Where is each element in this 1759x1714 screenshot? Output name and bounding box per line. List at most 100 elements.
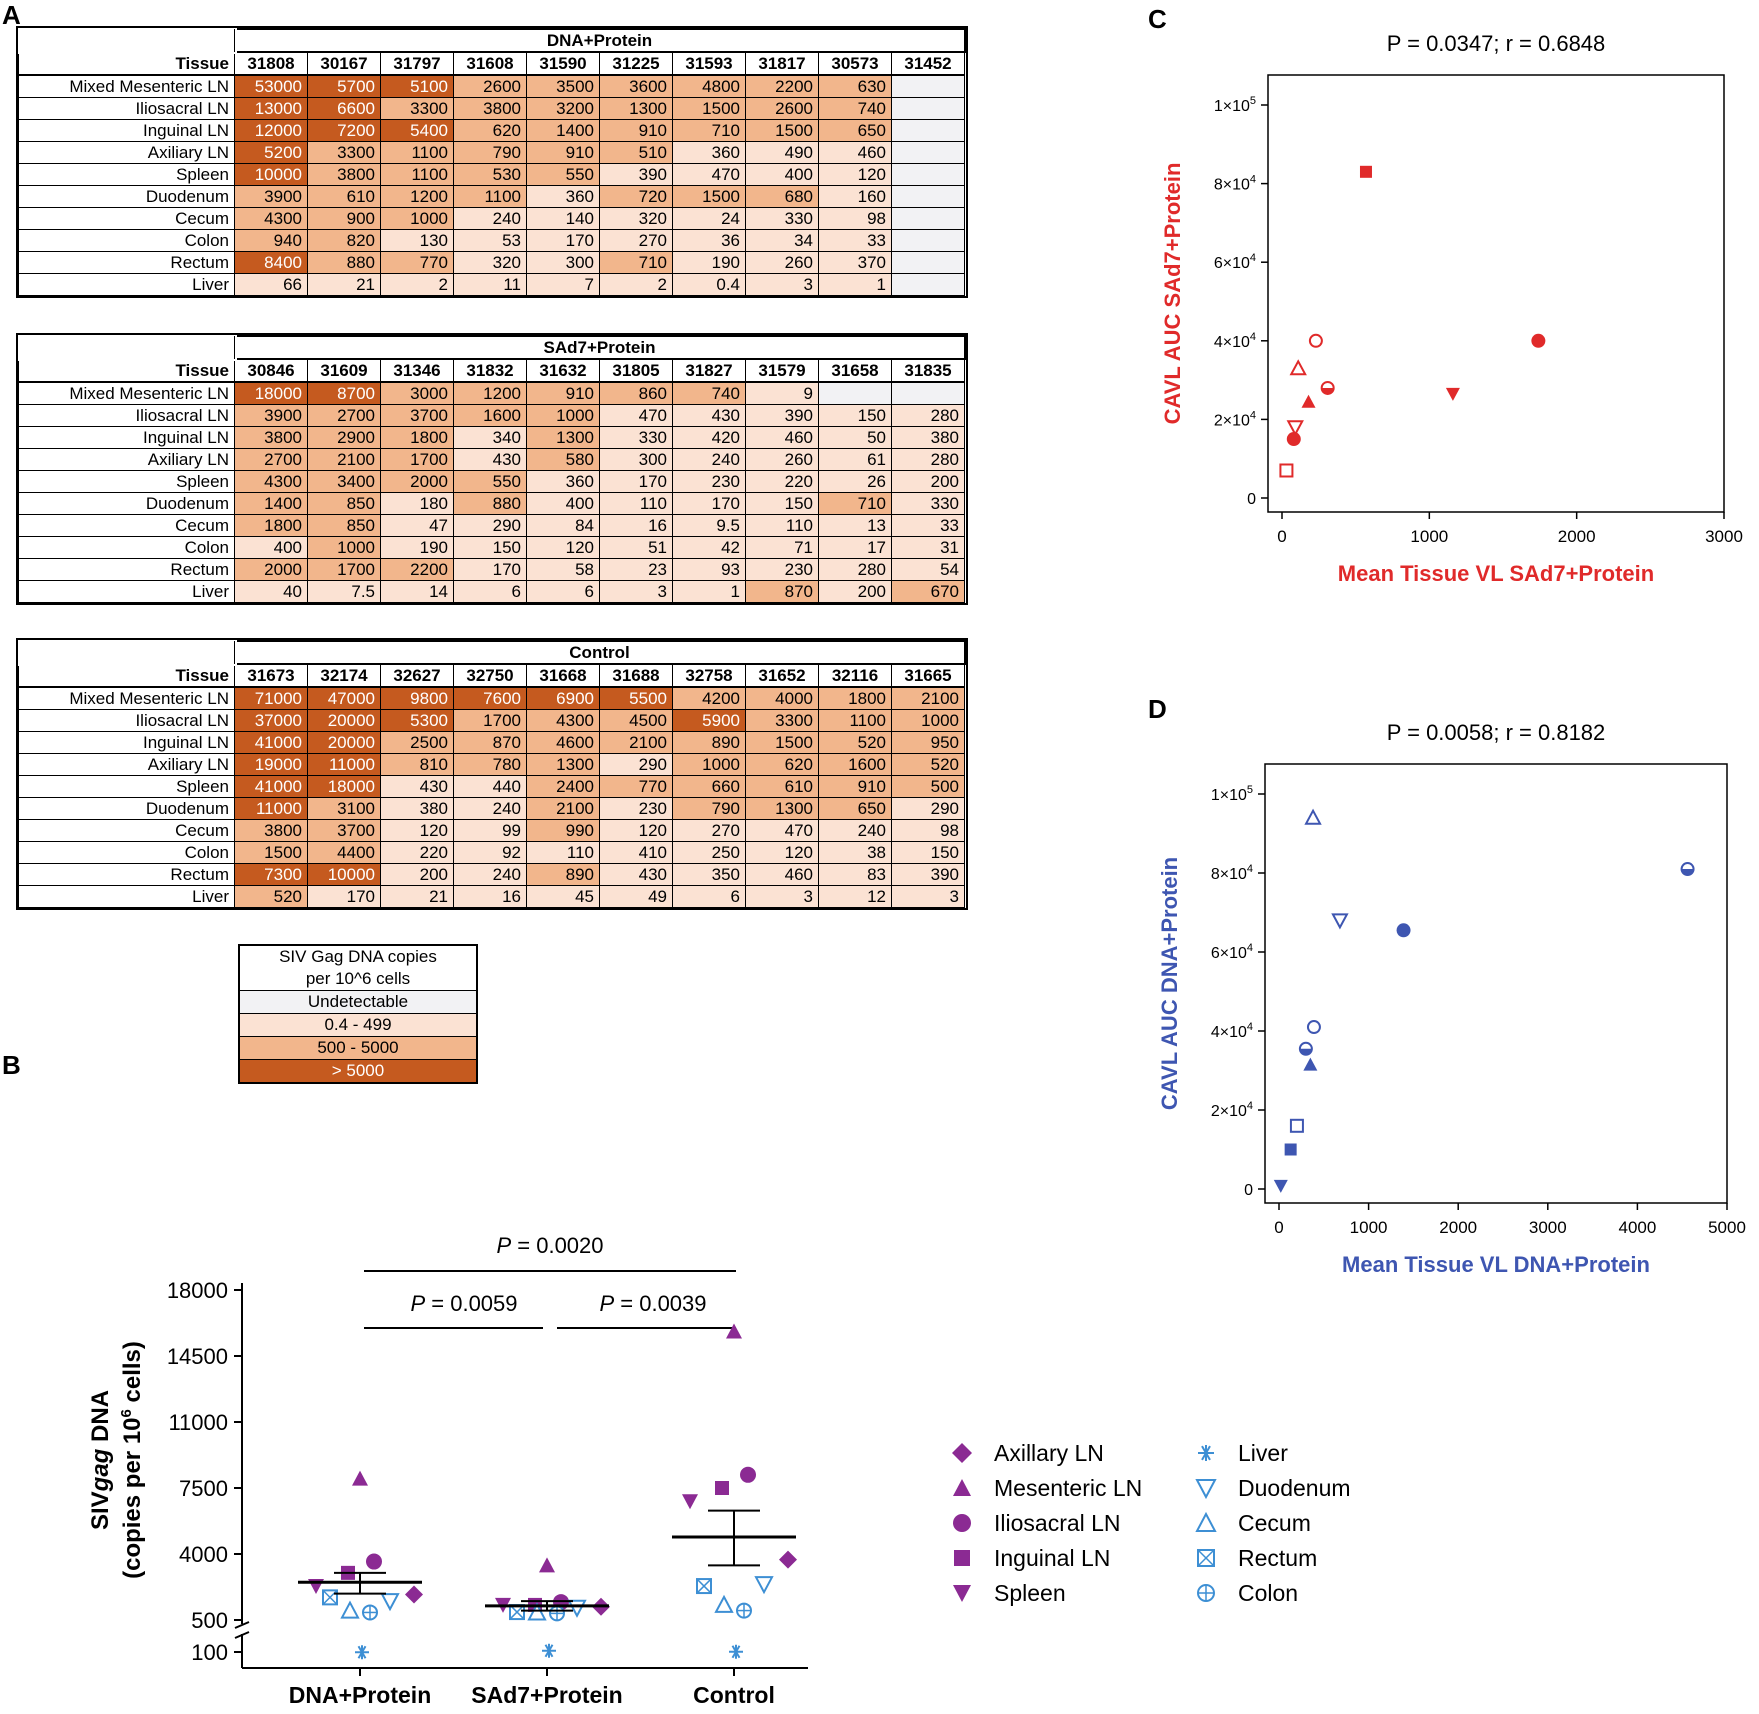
panel-letter-c: C <box>1148 4 1167 34</box>
value-cell: 670 <box>891 580 965 603</box>
value-cell: 3800 <box>307 163 381 186</box>
tissue-label: Cecum <box>18 514 235 537</box>
value-cell: 780 <box>453 753 527 776</box>
y-tick-label: 18000 <box>167 1278 228 1303</box>
value-cell: 6600 <box>307 97 381 120</box>
value-cell: 940 <box>234 229 308 252</box>
value-cell: 2 <box>380 273 454 296</box>
value-cell: 650 <box>818 119 892 142</box>
value-cell: 370 <box>818 251 892 274</box>
data-point <box>542 1643 556 1658</box>
value-cell: 6 <box>526 580 600 603</box>
value-cell: 490 <box>745 141 819 164</box>
data-point <box>1286 432 1301 447</box>
marker-triangle-up-open <box>1304 808 1322 825</box>
value-cell: 3800 <box>234 819 308 842</box>
marker-triangle-down-open <box>1195 1479 1217 1500</box>
value-cell: 11 <box>453 273 527 296</box>
animal-id-header: 31225 <box>599 51 673 76</box>
value-cell: 4300 <box>234 470 308 493</box>
animal-id-header: 31590 <box>526 51 600 76</box>
value-cell: 3 <box>745 273 819 296</box>
y-tick-base: 4×10 <box>1214 334 1250 351</box>
table-row: Axiliary LN 5200 3300 1100 790 910 510 360 490 46… <box>18 141 965 164</box>
value-cell <box>891 207 965 230</box>
value-cell: 110 <box>526 841 600 864</box>
animal-id-header: 31805 <box>599 358 673 383</box>
y-tick-label: 0 <box>1244 1182 1253 1199</box>
value-cell: 8400 <box>234 251 308 274</box>
plot-frame <box>1267 74 1725 513</box>
x-axis-label: Mean Tissue VL DNA+Protein <box>1342 1252 1650 1277</box>
value-cell: 170 <box>453 558 527 581</box>
legend-high: > 5000 <box>238 1059 478 1084</box>
y-tick-exp: 4 <box>1247 942 1253 954</box>
value-cell: 3 <box>745 885 819 908</box>
pvalue-dna-vs-sad7: P = 0.0059 <box>410 1291 517 1316</box>
y-tick-exp: 4 <box>1250 409 1256 421</box>
value-cell: 5300 <box>380 709 454 732</box>
value-cell: 49 <box>599 885 673 908</box>
value-cell: 520 <box>234 885 308 908</box>
animal-id-header: 32750 <box>453 663 527 688</box>
value-cell: 620 <box>453 119 527 142</box>
legend-marker <box>954 1550 970 1566</box>
marker-circle-open <box>1306 1020 1321 1035</box>
y-tick-exp: 4 <box>1247 1021 1253 1033</box>
x-tick-label: SAd7+Protein <box>471 1682 622 1708</box>
data-point <box>549 1605 565 1622</box>
value-cell: 54 <box>891 558 965 581</box>
value-cell: 430 <box>599 863 673 886</box>
value-cell: 16 <box>453 885 527 908</box>
value-cell: 1100 <box>818 709 892 732</box>
marker-triangle-up-open <box>1289 359 1307 376</box>
value-cell: 220 <box>745 470 819 493</box>
value-cell: 3 <box>599 580 673 603</box>
data-point <box>527 1602 547 1621</box>
value-cell: 330 <box>745 207 819 230</box>
value-cell: 170 <box>526 229 600 252</box>
animal-id-header: 31346 <box>380 358 454 383</box>
tissue-label: Duodenum <box>18 492 235 515</box>
data-point <box>340 1600 360 1619</box>
data-point <box>736 1602 752 1619</box>
value-cell: 7600 <box>453 686 527 710</box>
value-cell: 3900 <box>234 185 308 208</box>
value-cell: 4600 <box>526 731 600 754</box>
tissue-header: Tissue <box>18 51 235 76</box>
value-cell: 83 <box>818 863 892 886</box>
value-cell: 870 <box>745 580 819 603</box>
data-point <box>754 1576 774 1595</box>
value-cell: 23 <box>599 558 673 581</box>
value-cell: 51 <box>599 536 673 559</box>
y-tick-label: 8×104 <box>1214 174 1256 194</box>
value-cell: 520 <box>818 731 892 754</box>
value-cell: 580 <box>526 448 600 471</box>
table-row: Axiliary LN 19000 11000 810 780 1300 290 1000 62… <box>18 753 965 776</box>
value-cell: 140 <box>526 207 600 230</box>
value-cell: 150 <box>891 841 965 864</box>
y-tick-label: 2×104 <box>1214 409 1256 429</box>
value-cell: 1700 <box>453 709 527 732</box>
value-cell: 1000 <box>672 753 746 776</box>
value-cell: 3300 <box>380 97 454 120</box>
value-cell: 710 <box>599 251 673 274</box>
heatmap-table-1: SAd7+Protein Tissue 30846 31609 31346 31832 31… <box>16 333 968 605</box>
legend-marker <box>953 1479 971 1496</box>
value-cell: 66 <box>234 273 308 296</box>
legend-label: Rectum <box>1238 1545 1317 1571</box>
tissue-label: Spleen <box>18 163 235 186</box>
value-cell: 3800 <box>453 97 527 120</box>
value-cell: 330 <box>599 426 673 449</box>
animal-id-header: 31452 <box>891 51 965 76</box>
data-point <box>1273 1179 1288 1193</box>
marker-circle <box>366 1553 382 1570</box>
value-cell: 1800 <box>234 514 308 537</box>
data-point <box>362 1604 378 1621</box>
value-cell: 810 <box>380 753 454 776</box>
axis-break <box>234 1631 250 1639</box>
tissue-label: Liver <box>18 885 235 908</box>
data-point <box>1396 923 1411 938</box>
legend-label: Cecum <box>1238 1510 1311 1536</box>
value-cell: 11000 <box>234 797 308 820</box>
